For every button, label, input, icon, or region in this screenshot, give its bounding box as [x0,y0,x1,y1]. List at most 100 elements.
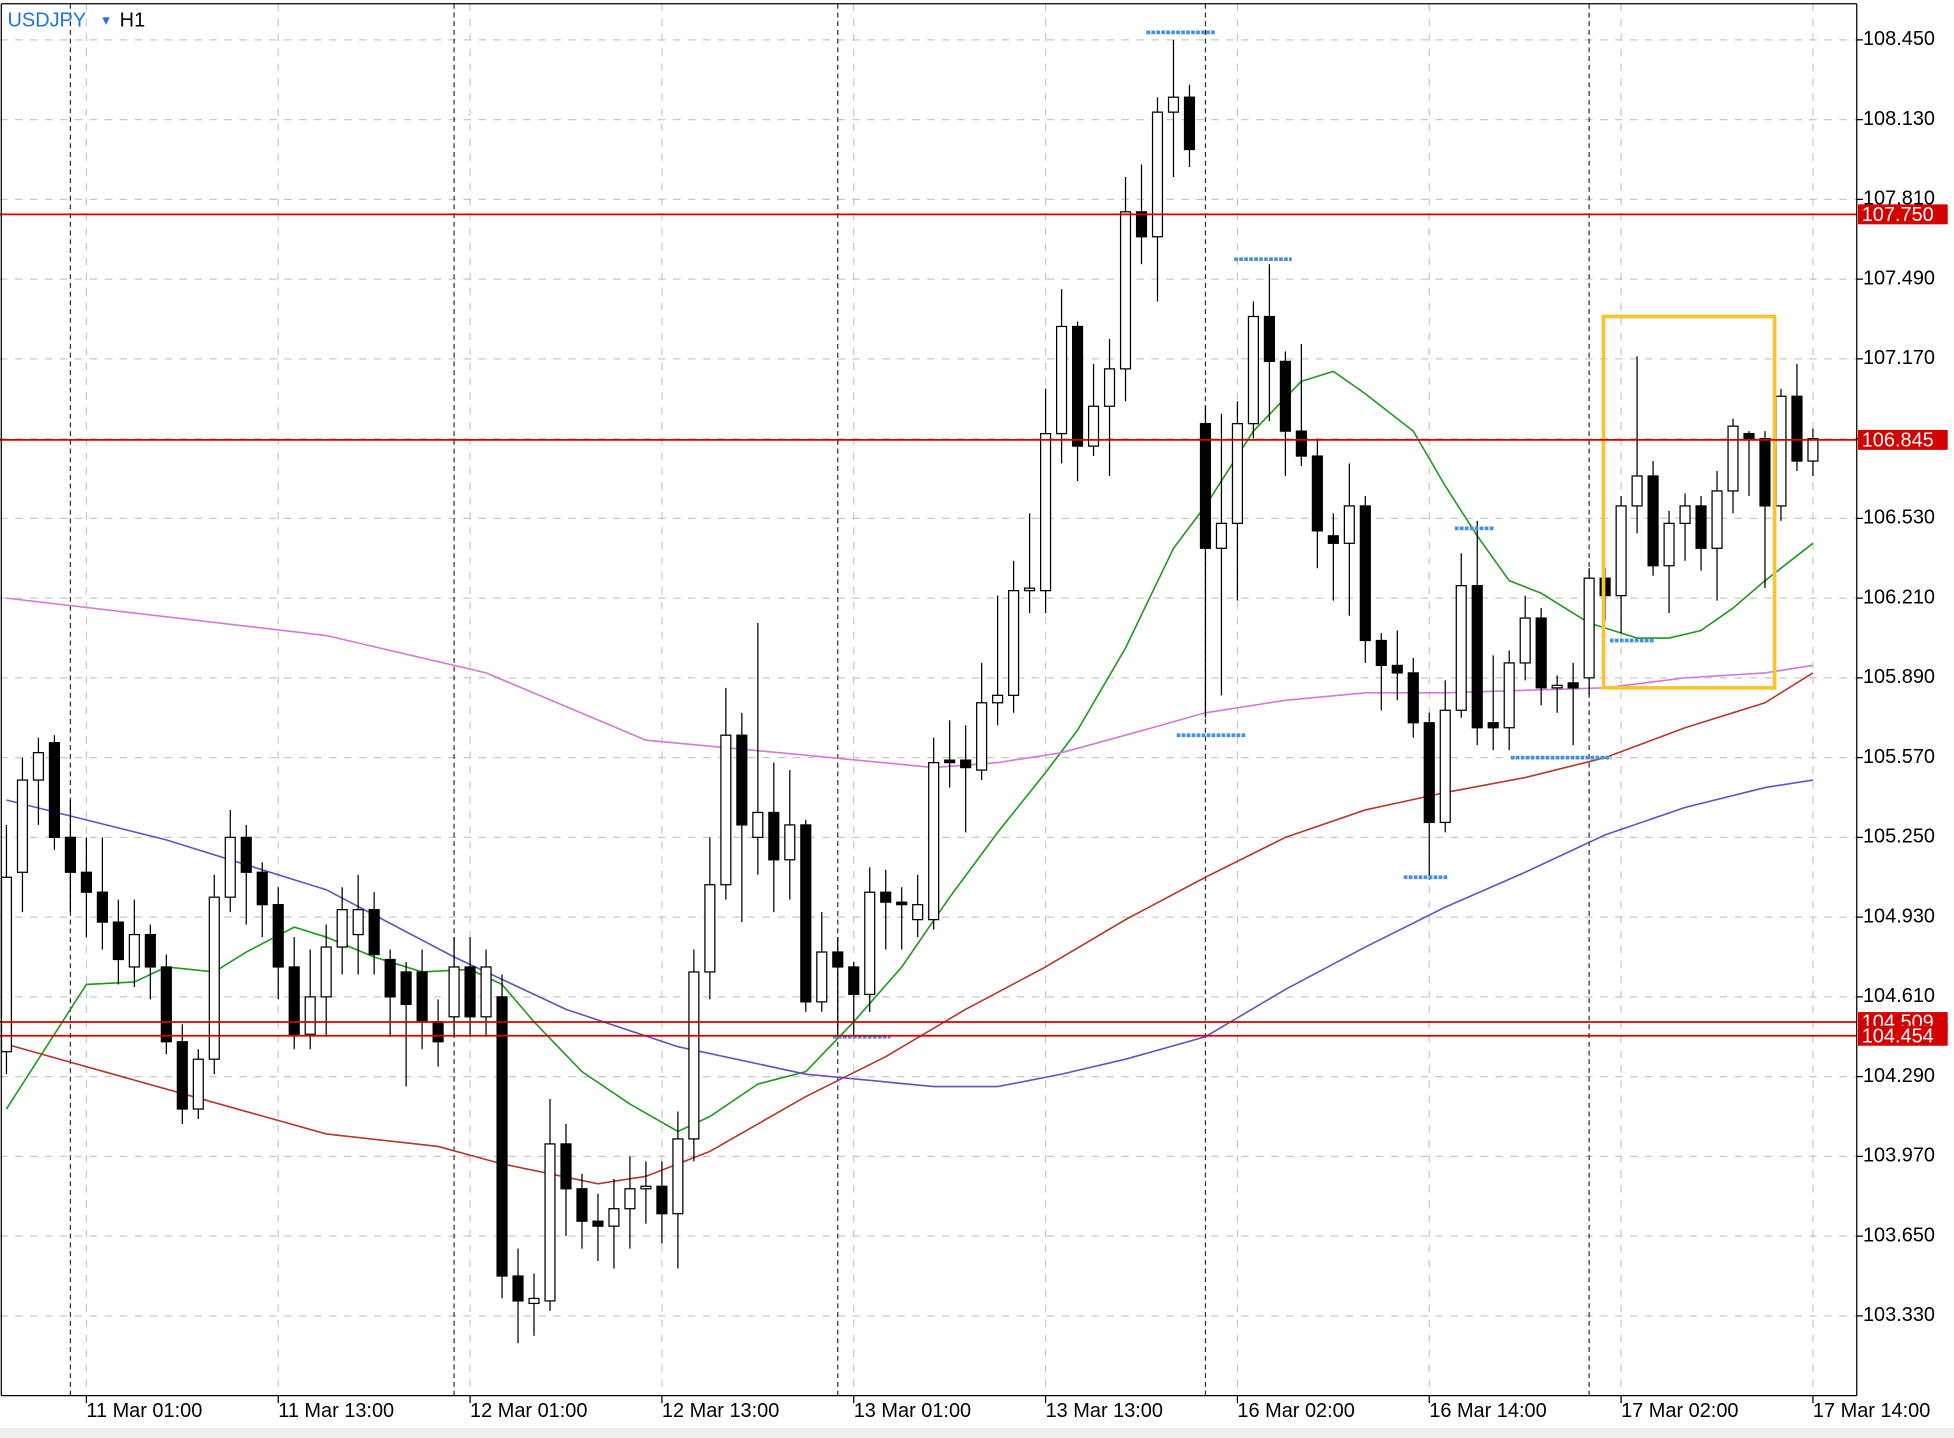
candle-body [416,971,428,1023]
candle-body [80,871,92,893]
x-tick-label: 12 Mar 13:00 [662,1400,779,1422]
candle-body [432,1021,444,1043]
candle-body [1759,438,1771,507]
candle-body [304,996,316,1035]
candle-body [560,1143,572,1190]
candle-body [208,896,220,1060]
y-tick-label: 105.250 [1863,826,1935,848]
moving-average [6,779,1814,1088]
candle-body [736,734,748,826]
candle-body [1183,96,1196,151]
moving-average [6,672,1814,1185]
candle-body [400,971,412,1005]
candle-body [1295,430,1307,457]
candle-body [1391,664,1403,674]
candle-body [176,1041,188,1110]
candle-body [32,752,45,781]
candle-body [1439,709,1451,824]
x-tick-label: 17 Mar 02:00 [1621,1400,1738,1422]
candle-body [944,759,956,764]
candle-body [0,876,13,1053]
candle-body [1215,522,1228,549]
y-tick-label: 103.970 [1863,1145,1935,1167]
candle-body [1407,672,1419,724]
candle-body [640,1185,652,1190]
candle-body [1775,395,1787,507]
price-level-tag [1857,1025,1948,1046]
candle-body [1791,395,1803,462]
candle-body [1040,433,1052,592]
candle-body [352,909,364,936]
y-tick-label: 107.490 [1863,267,1935,289]
candle-body [1695,505,1707,549]
candle-body [848,966,860,996]
candle-body [544,1143,556,1302]
candle-body [1679,505,1691,524]
candle-body [704,884,716,973]
x-tick-label: 17 Mar 14:00 [1813,1400,1930,1422]
candle-body [896,901,908,906]
candle-body [1103,368,1116,407]
candle-body [1343,505,1355,544]
symbol-menu[interactable]: ▾ [102,12,110,29]
candle-body [272,904,284,968]
candle-body [16,779,29,873]
candle-body [864,891,876,996]
candle-body [480,966,492,1018]
candle-body [368,909,380,956]
candle-body [1743,433,1755,440]
candle-body [1471,585,1483,729]
candle-body [1727,425,1739,492]
price-level-label: 106.845 [1862,429,1934,451]
candle-body [592,1220,604,1227]
price-level-label: 104.454 [1862,1025,1934,1047]
candle-body [160,966,172,1043]
candle-body [48,742,60,839]
candle-body [1024,587,1036,592]
candle-body [1519,617,1531,664]
y-tick-label: 103.330 [1863,1304,1935,1326]
y-tick-label: 108.130 [1863,108,1935,130]
candle-body [336,909,348,948]
candle-body [1375,639,1387,667]
candle-body [976,702,988,771]
x-tick-label: 11 Mar 01:00 [86,1400,202,1422]
candle-body [688,971,700,1140]
candle-body [880,891,892,903]
candle-body [1263,315,1275,362]
candle-body [1279,360,1291,432]
y-tick-label: 107.810 [1863,188,1935,210]
candle-body [288,966,300,1035]
y-tick-label: 107.170 [1863,347,1935,369]
candle-body [528,1297,540,1305]
price-level-tag [1857,429,1948,450]
highlight-box [1601,314,1777,690]
candle-body [96,891,108,923]
candle-body [800,824,812,1003]
y-tick-label: 104.930 [1863,905,1935,927]
candle-body [240,836,252,873]
candle-body [1151,111,1164,238]
candle-body [1807,438,1819,462]
candle-body [1167,96,1180,113]
candle-body [1551,684,1563,689]
candle-body [784,824,796,861]
candle-body [448,966,460,1018]
x-tick-label: 16 Mar 14:00 [1429,1400,1546,1422]
x-tick-label: 16 Mar 02:00 [1237,1400,1354,1422]
candle-body [1567,682,1579,689]
candle-body [1247,315,1259,425]
y-tick-label: 106.530 [1863,507,1935,529]
candle-body [1008,590,1020,696]
candle-body [960,759,972,769]
x-tick-label: 11 Mar 13:00 [278,1400,394,1422]
candle-body [992,694,1004,704]
candle-body [768,811,780,861]
candle-body [1631,475,1643,507]
candle-body [624,1188,636,1210]
candle-body [1583,577,1595,679]
symbol[interactable]: USDJPY [8,9,87,31]
candle-body [816,951,828,1003]
x-tick-label: 12 Mar 01:00 [470,1400,587,1422]
candle-body [1055,325,1068,435]
